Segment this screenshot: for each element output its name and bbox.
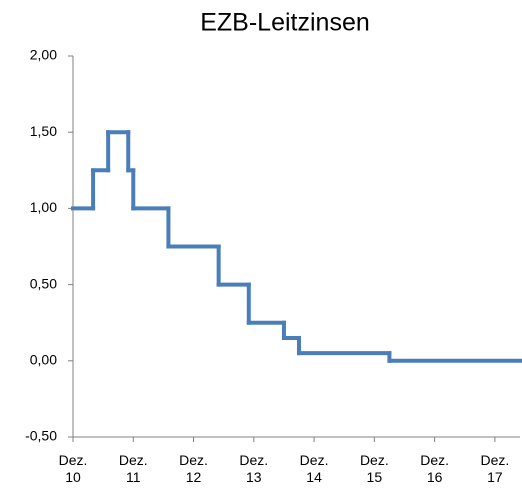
- chart-title: EZB-Leitzinsen: [200, 9, 370, 37]
- x-tick-label: Dez. 12: [179, 452, 208, 485]
- x-tick-label: Dez. 10: [58, 452, 88, 485]
- y-tick-label: 0,00: [30, 352, 57, 368]
- y-tick-label: 1,00: [30, 199, 57, 215]
- x-tick-label: Dez. 17: [480, 452, 510, 485]
- y-tick-label: 2,00: [30, 47, 57, 63]
- y-tick-label: 1,50: [30, 123, 57, 139]
- x-tick-label: Dez. 14: [299, 452, 329, 485]
- y-tick-label: -0,50: [25, 428, 57, 444]
- y-tick-label: 0,50: [30, 275, 57, 291]
- x-tick-label: Dez. 16: [420, 452, 449, 485]
- x-tick-label: Dez. 15: [359, 452, 389, 485]
- x-tick-label: Dez. 13: [239, 452, 269, 485]
- x-tick-label: Dez. 11: [118, 452, 148, 485]
